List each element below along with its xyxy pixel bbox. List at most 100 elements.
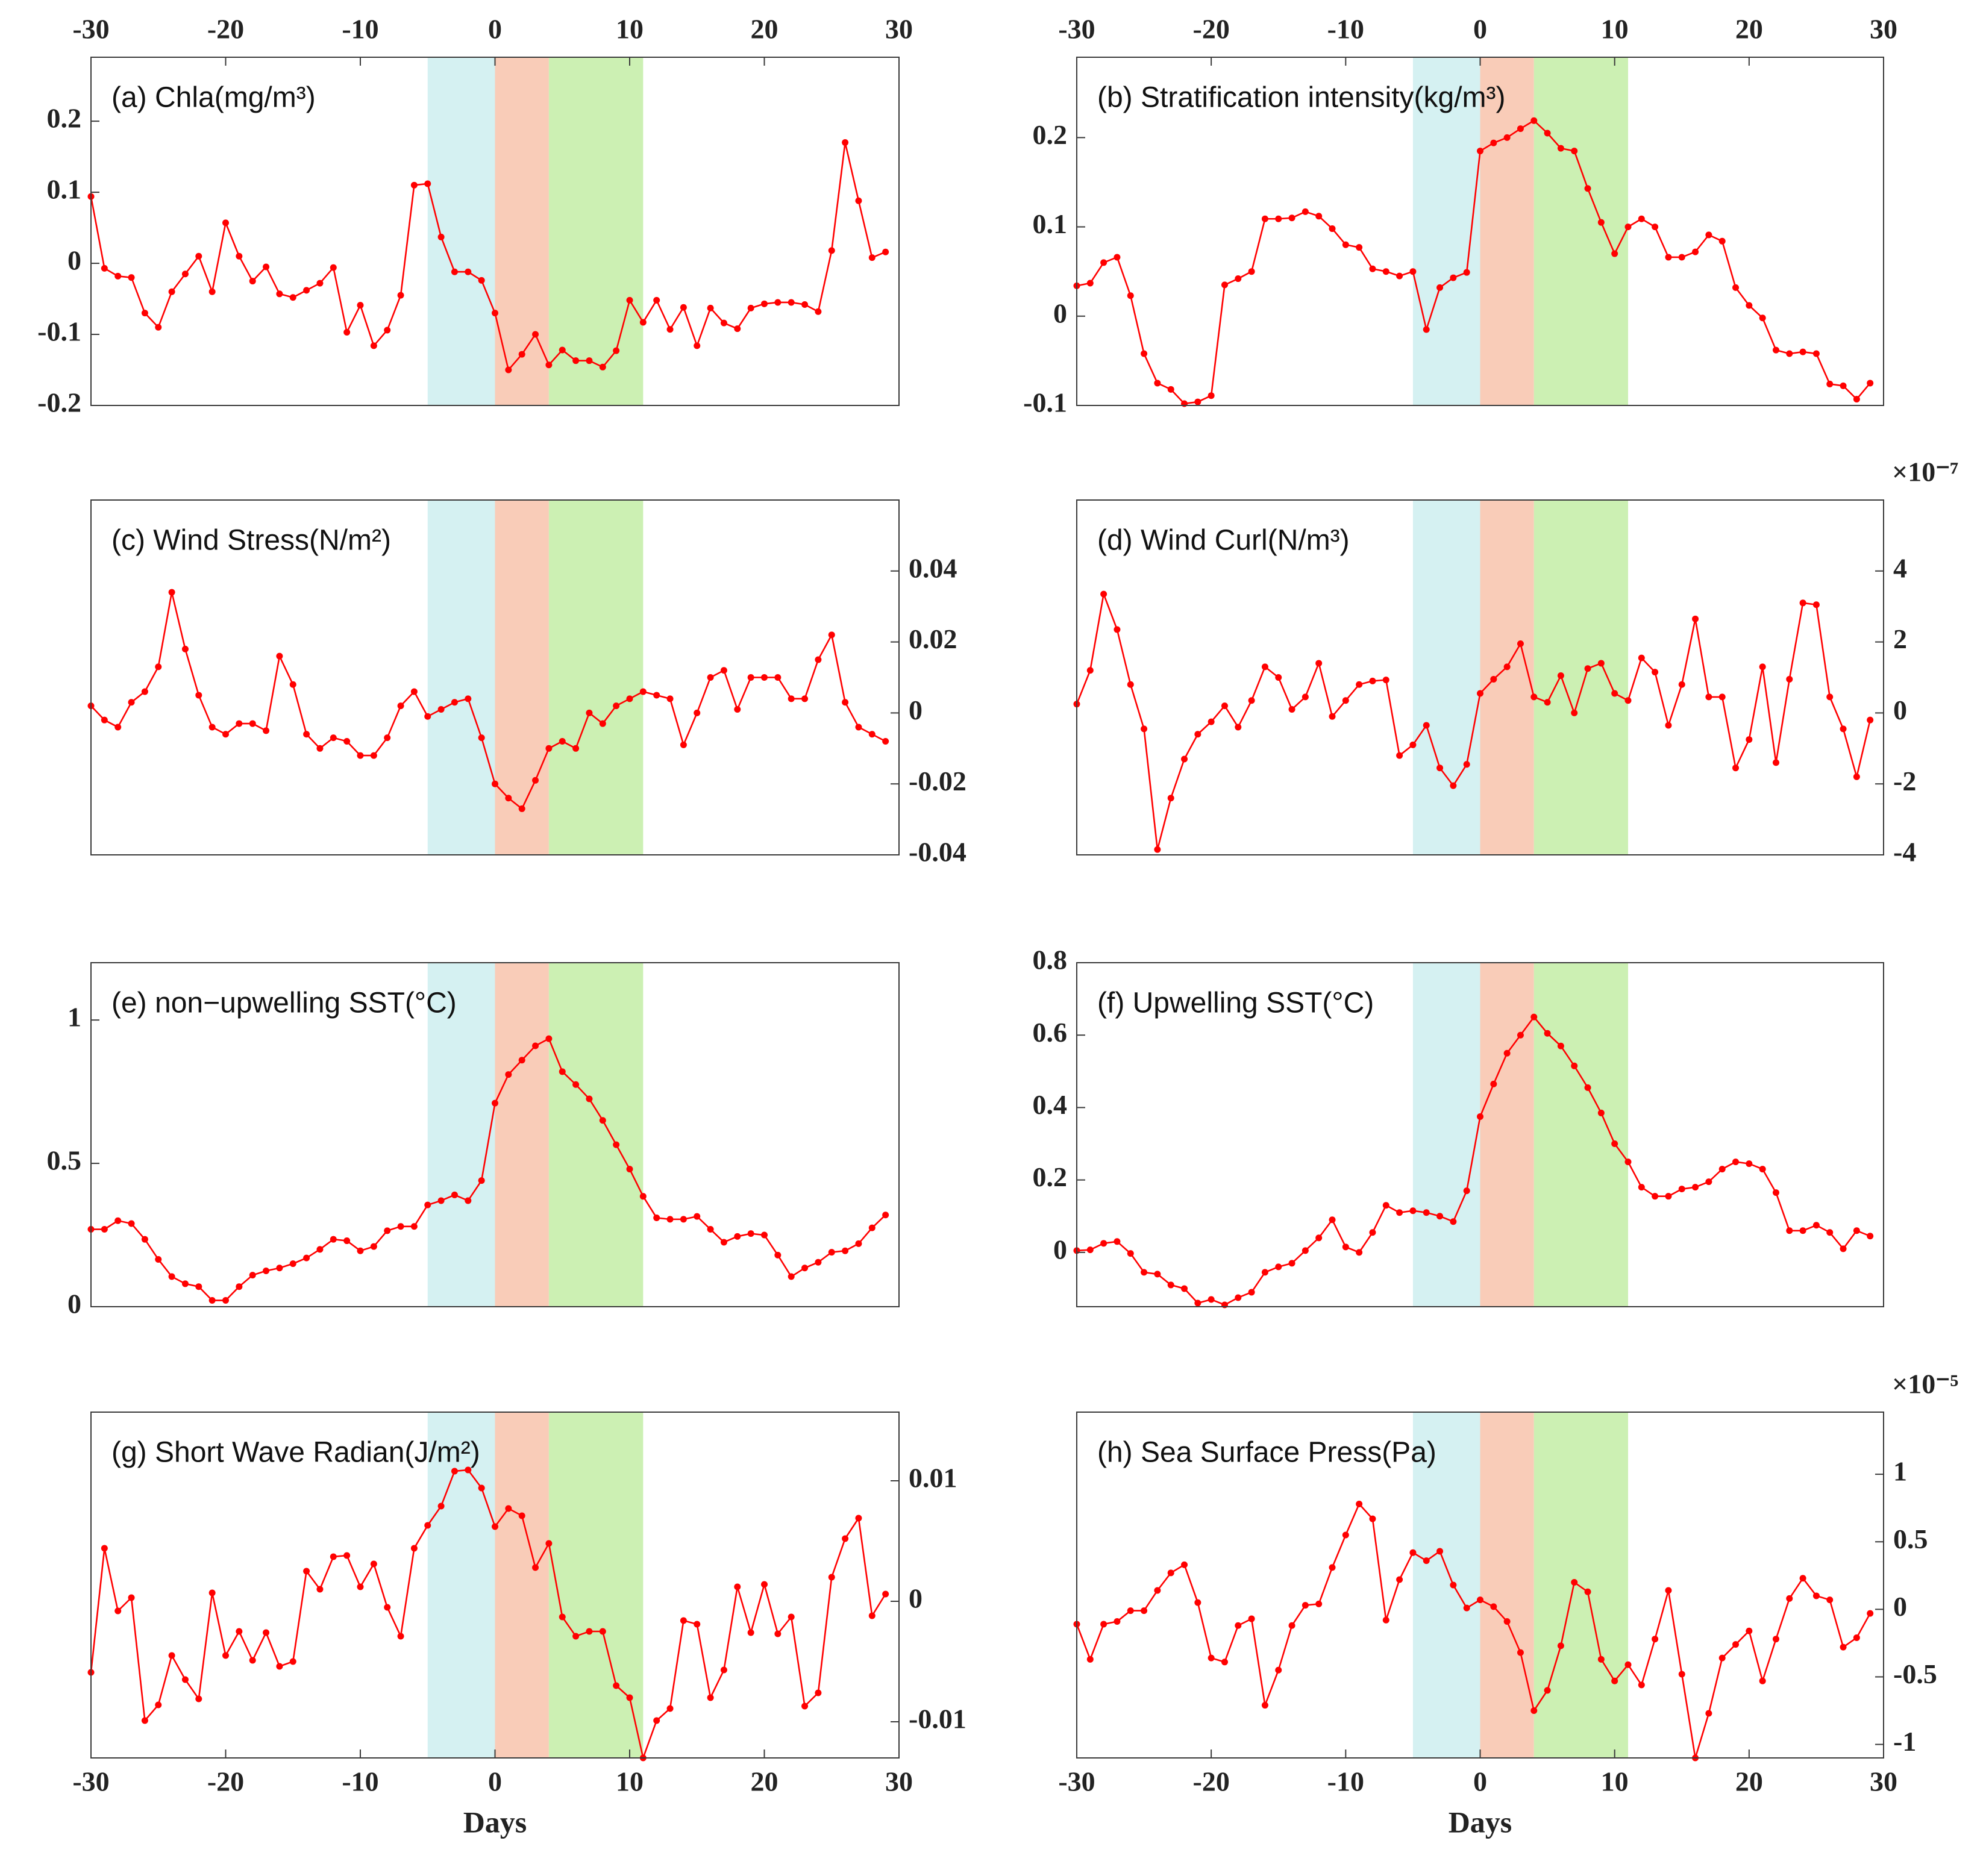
data-point — [492, 1523, 498, 1530]
panel-title: (d) Wind Curl(N/m³) — [1097, 525, 1350, 557]
data-point — [451, 1191, 458, 1198]
data-point — [855, 1515, 862, 1522]
data-point — [1127, 681, 1134, 688]
data-point — [505, 1505, 512, 1512]
data-point — [855, 197, 862, 204]
panel-title: (c) Wind Stress(N/m²) — [111, 525, 391, 557]
panel-title: (g) Short Wave Radian(J/m²) — [111, 1437, 480, 1469]
shaded-span — [1412, 57, 1480, 405]
data-point — [1746, 1160, 1753, 1168]
data-point — [1248, 1615, 1255, 1622]
data-point — [1571, 1579, 1578, 1586]
data-point — [1652, 669, 1659, 676]
data-point — [1194, 1299, 1201, 1307]
data-point — [626, 296, 633, 304]
data-point — [276, 1265, 283, 1272]
data-point — [303, 731, 310, 738]
data-point — [774, 299, 782, 306]
data-point — [868, 731, 876, 738]
data-point — [1315, 1600, 1323, 1607]
x-tick-label: 20 — [751, 14, 778, 45]
data-point — [397, 292, 404, 299]
x-tick-label: -20 — [207, 1766, 244, 1797]
data-point — [1624, 1158, 1632, 1166]
y-tick-label: -0.2 — [37, 387, 81, 418]
data-point — [1732, 764, 1740, 772]
data-point — [343, 738, 351, 745]
data-point — [128, 1220, 135, 1227]
data-point — [1436, 1548, 1444, 1555]
data-point — [1557, 672, 1564, 680]
data-point — [114, 1607, 122, 1615]
data-point — [1799, 348, 1806, 355]
data-point — [1369, 677, 1376, 684]
data-point — [572, 357, 580, 364]
data-point — [1624, 224, 1632, 231]
data-point — [720, 319, 727, 327]
data-point — [492, 310, 498, 317]
shaded-span — [548, 1412, 644, 1758]
data-point — [828, 631, 835, 639]
data-point — [1450, 782, 1457, 789]
data-point — [1557, 1642, 1564, 1649]
data-point — [545, 1540, 553, 1547]
shaded-span — [1480, 500, 1534, 855]
data-point — [1490, 139, 1497, 146]
data-point — [316, 280, 324, 287]
data-point — [626, 1166, 633, 1173]
data-point — [1611, 690, 1618, 697]
shaded-span — [427, 57, 495, 405]
data-point — [1167, 795, 1174, 802]
y-tick-label: 0.04 — [909, 552, 957, 583]
data-point — [1409, 1207, 1417, 1215]
y-tick-label: -4 — [1893, 837, 1916, 868]
data-point — [276, 290, 283, 298]
data-point — [1638, 654, 1645, 661]
data-point — [1732, 1158, 1740, 1166]
data-point — [505, 795, 512, 802]
data-point — [707, 304, 714, 311]
data-point — [1423, 1209, 1430, 1216]
data-point — [1463, 761, 1470, 768]
shaded-span — [548, 57, 644, 405]
data-point — [343, 1552, 351, 1559]
data-point — [1261, 663, 1268, 671]
data-point — [1503, 134, 1511, 141]
data-point — [410, 688, 418, 695]
data-point — [1086, 1246, 1094, 1254]
data-point — [1799, 599, 1806, 607]
data-point — [1208, 1654, 1215, 1662]
data-point — [263, 727, 270, 734]
data-point — [1571, 148, 1578, 155]
data-point — [694, 1621, 701, 1628]
data-point — [357, 1247, 364, 1254]
data-point — [1288, 1622, 1295, 1629]
data-point — [168, 1652, 175, 1659]
data-point — [1638, 215, 1645, 222]
data-point — [451, 699, 458, 706]
x-tick-label: 0 — [1473, 14, 1487, 45]
data-point — [1584, 185, 1591, 192]
data-point — [181, 1676, 189, 1683]
data-point — [572, 1081, 580, 1088]
data-point — [1127, 1250, 1134, 1257]
data-point — [1315, 213, 1323, 220]
data-point — [1450, 1581, 1457, 1589]
data-point — [141, 1717, 148, 1724]
y-tick-label: -0.04 — [909, 837, 966, 868]
data-point — [1692, 615, 1699, 622]
data-point — [410, 181, 418, 189]
data-point — [1544, 699, 1551, 706]
data-point — [666, 1216, 674, 1223]
data-point — [465, 1197, 472, 1204]
data-point — [1584, 665, 1591, 672]
data-point — [666, 695, 674, 702]
data-point — [1571, 1062, 1578, 1069]
data-point — [613, 1682, 620, 1689]
data-point — [707, 1694, 714, 1701]
data-point — [1611, 250, 1618, 257]
data-point — [1624, 1661, 1632, 1668]
data-point — [599, 720, 606, 727]
data-point — [639, 1193, 647, 1200]
